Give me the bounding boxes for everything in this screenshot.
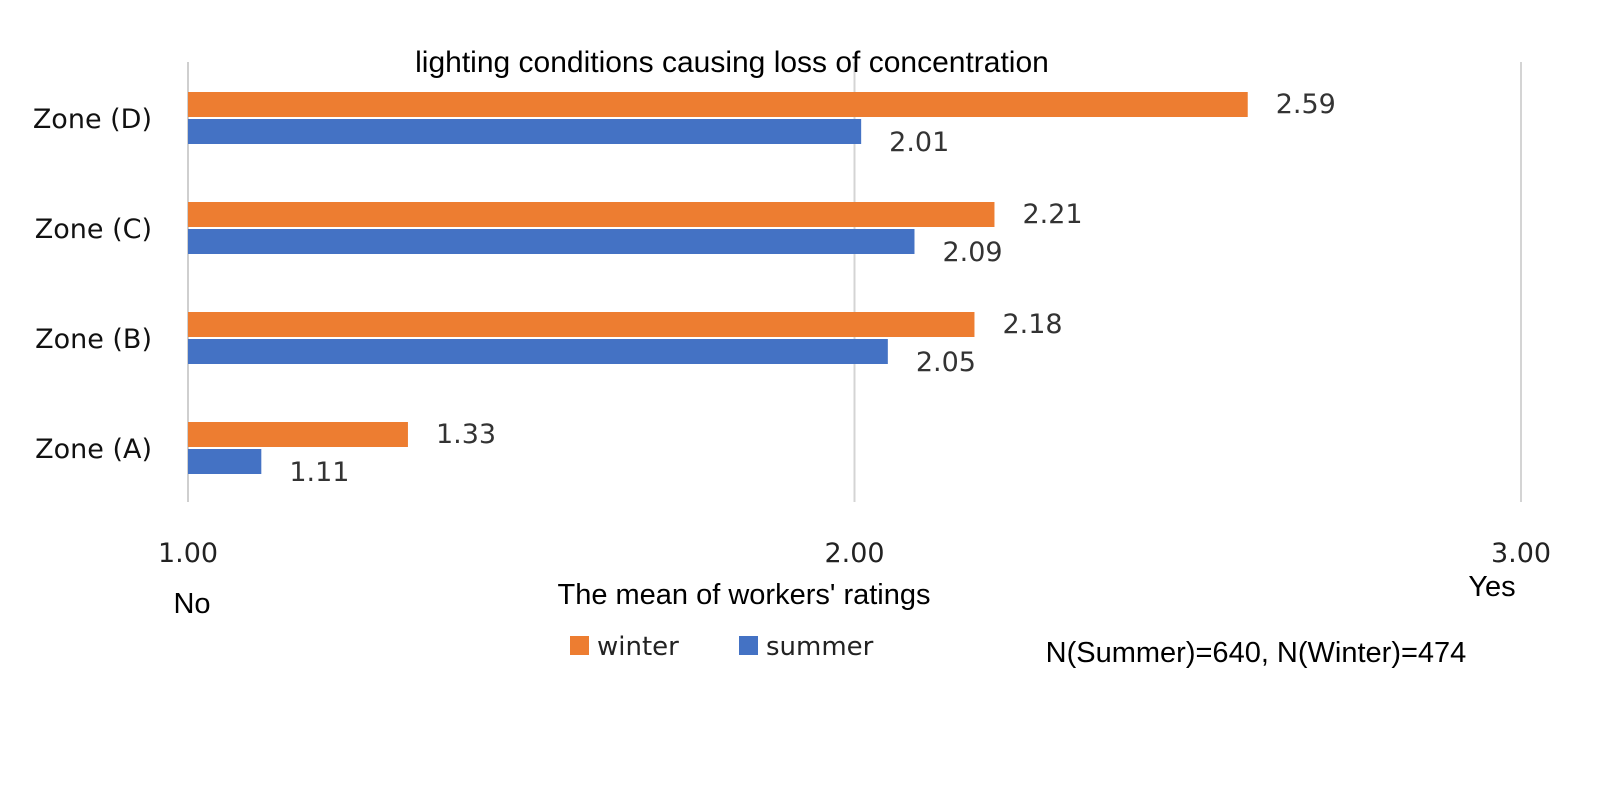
bar-winter-zonec: [188, 202, 995, 227]
x-end-label-high: Yes: [1468, 571, 1515, 603]
legend-label-summer: summer: [766, 632, 874, 662]
bars: [188, 92, 1248, 474]
x-tick-label: 1.00: [158, 538, 218, 569]
data-label-summer: 2.05: [916, 347, 976, 378]
data-label-winter: 1.33: [436, 419, 496, 450]
legend-swatch-winter: [570, 636, 589, 655]
x-tick-label: 3.00: [1491, 538, 1551, 569]
legend-item-summer: summer: [739, 632, 874, 662]
data-labels: 1.33 1.11 2.18 2.05 2.21 2.09 2.59 2.01: [289, 89, 1336, 488]
bar-winter-zonea: [188, 422, 408, 447]
category-label: Zone (D): [33, 104, 152, 135]
x-tick-label: 2.00: [824, 538, 884, 569]
x-end-label-low: No: [173, 588, 210, 620]
x-tick-labels: 1.00 2.00 3.00: [158, 538, 1551, 569]
legend-item-winter: winter: [570, 632, 679, 662]
data-label-winter: 2.59: [1276, 89, 1336, 120]
category-label: Zone (C): [35, 214, 152, 245]
data-label-summer: 2.01: [889, 127, 949, 158]
bar-winter-zoneb: [188, 312, 975, 337]
x-axis-title: The mean of workers' ratings: [557, 579, 930, 611]
bar-summer-zonea: [188, 449, 262, 474]
category-label: Zone (B): [35, 324, 152, 355]
chart-title: lighting conditions causing loss of conc…: [415, 46, 1049, 79]
legend-label-winter: winter: [597, 632, 679, 662]
category-label: Zone (A): [35, 434, 152, 465]
bar-summer-zoneb: [188, 339, 888, 364]
legend: winter summer: [570, 632, 874, 662]
sample-size-annotation: N(Summer)=640, N(Winter)=474: [1046, 637, 1467, 669]
category-labels: Zone (A) Zone (B) Zone (C) Zone (D): [33, 104, 152, 465]
legend-swatch-summer: [739, 636, 758, 655]
data-label-summer: 2.09: [942, 237, 1002, 268]
data-label-winter: 2.18: [1002, 309, 1062, 340]
bar-summer-zonec: [188, 229, 915, 254]
bar-summer-zoned: [188, 119, 862, 144]
data-label-summer: 1.11: [289, 457, 349, 488]
data-label-winter: 2.21: [1022, 199, 1082, 230]
bar-winter-zoned: [188, 92, 1248, 117]
